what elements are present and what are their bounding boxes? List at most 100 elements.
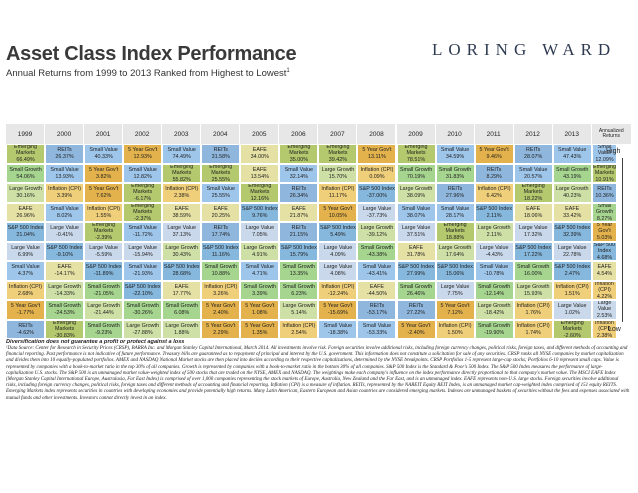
return-value: 4.71% — [252, 271, 268, 278]
return-value: 17.22% — [524, 251, 543, 258]
asset-class-tile: Inflation (CPI) 1.74% — [513, 319, 553, 339]
asset-class-name: Inflation (CPI) — [555, 283, 589, 290]
return-value: 2.47% — [564, 271, 580, 278]
return-value: 1.50% — [447, 329, 463, 336]
asset-class-tile: S&P 500 Index -37.00% — [357, 183, 397, 203]
asset-class-tile: Large Growth 30.16% — [6, 183, 46, 203]
return-value: 1.51% — [564, 290, 580, 297]
asset-class-name: Small Growth — [87, 283, 120, 290]
return-value: -24.53% — [54, 310, 75, 317]
return-value: 7.12% — [447, 310, 463, 317]
asset-class-tile: 5 Year Gov't 2.29% — [201, 319, 241, 339]
return-value: 11.16% — [211, 251, 230, 258]
year-header: 2011 — [474, 124, 514, 144]
return-value: -39.12% — [366, 232, 387, 239]
asset-class-tile: REITs 27.96% — [435, 183, 475, 203]
asset-class-tile: Large Growth 30.43% — [162, 241, 202, 261]
asset-class-tile: Small Growth 31.83% — [435, 163, 475, 183]
asset-class-tile: Large Value 7.05% — [240, 222, 280, 242]
return-value: 4.37% — [17, 271, 34, 278]
asset-class-name: Small Value — [167, 147, 196, 154]
return-value: 78.51% — [406, 157, 426, 164]
asset-class-tile: Small Growth 6.08% — [162, 300, 202, 320]
asset-class-tile: S&P 500 Index 5.49% — [318, 222, 358, 242]
asset-class-tile: Small Growth -43.38% — [357, 241, 397, 261]
asset-class-tile: Large Growth 5.14% — [279, 300, 319, 320]
asset-class-tile: Inflation (CPI) -12.24% — [318, 280, 358, 300]
asset-class-name: Small Value — [323, 322, 353, 329]
asset-class-tile: Small Value -53.33% — [357, 319, 397, 339]
asset-class-tile: Emerging Markets 55.82% — [162, 163, 202, 183]
asset-class-tile: Small Growth -9.23% — [84, 319, 124, 339]
asset-class-tile: Emerging Markets 39.42% — [318, 144, 358, 164]
return-value: 1.08% — [252, 310, 268, 317]
asset-class-name: Small Value — [440, 147, 470, 154]
return-value: 13.11% — [368, 154, 386, 161]
asset-class-tile: Large Value 2.53% — [592, 300, 617, 320]
asset-class-tile: Small Growth 26.46% — [396, 280, 436, 300]
asset-class-name: S&P 500 Index — [241, 205, 278, 212]
asset-class-name: Large Growth — [282, 303, 316, 310]
return-value: 6.42% — [486, 193, 502, 200]
return-value: -9.10% — [56, 251, 74, 258]
asset-class-tile: Small Growth 54.06% — [6, 163, 46, 183]
asset-class-tile: Small Value 34.59% — [435, 144, 475, 164]
return-value: -0.41% — [56, 232, 74, 239]
return-value: 11.17% — [328, 193, 347, 200]
return-value: 28.07% — [524, 154, 543, 161]
asset-class-name: Small Growth — [87, 322, 120, 329]
year-header: 2005 — [240, 124, 280, 144]
asset-class-tile: Small Value -18.38% — [318, 319, 358, 339]
asset-class-name: EAFE — [252, 166, 267, 173]
return-value: 2.54% — [291, 329, 307, 336]
return-value: -6.17% — [134, 196, 152, 203]
asset-class-name: Small Value — [128, 264, 157, 271]
year-header: 2013 — [552, 124, 592, 144]
return-value: 2.11% — [486, 232, 502, 239]
asset-class-name: Large Growth — [516, 283, 550, 290]
return-value: 2.53% — [596, 313, 613, 320]
return-value: 31.58% — [211, 154, 230, 161]
asset-class-tile: Emerging Markets 25.55% — [201, 163, 241, 183]
asset-class-name: 5 Year Gov't — [323, 205, 353, 212]
asset-class-name: 5 Year Gov't — [206, 303, 236, 310]
year-header: 2008 — [357, 124, 397, 144]
asset-class-tile: Inflation (CPI) 1.76% — [513, 300, 553, 320]
asset-class-tile: REITs 27.22% — [396, 300, 436, 320]
asset-class-name: Emerging Markets — [170, 163, 194, 176]
return-value: 15.70% — [328, 173, 348, 180]
return-value: 33.42% — [563, 212, 582, 219]
asset-class-name: Inflation (CPI) — [321, 283, 355, 290]
asset-class-tile: Small Value 8.02% — [45, 202, 85, 222]
asset-class-name: Inflation (CPI) — [477, 186, 511, 193]
asset-class-name: Large Value — [11, 244, 40, 251]
return-value: -1.77% — [16, 310, 35, 317]
asset-class-name: Emerging Markets — [53, 319, 77, 332]
asset-class-name: Small Value — [50, 166, 79, 173]
asset-class-tile: Small Growth 8.27% — [592, 202, 617, 222]
asset-class-tile: Small Growth 16.00% — [513, 261, 553, 281]
asset-class-tile: Small Growth 43.19% — [552, 163, 592, 183]
asset-class-tile: Inflation (CPI) 2.38% — [592, 319, 617, 339]
asset-class-name: REITs — [597, 186, 612, 193]
asset-class-tile: Emerging Markets -2.37% — [123, 202, 163, 222]
asset-class-tile: Inflation (CPI) 3.39% — [45, 183, 85, 203]
return-value: 13.35% — [289, 271, 309, 278]
asset-class-tile: EAFE 26.96% — [6, 202, 46, 222]
asset-class-name: Large Growth — [165, 244, 199, 251]
asset-class-tile: Emerging Markets -2.60% — [552, 319, 592, 339]
asset-class-name: Small Growth — [399, 166, 433, 173]
asset-class-name: EAFE — [291, 205, 306, 212]
asset-class-name: Large Value — [557, 303, 587, 310]
asset-class-name: REITs — [213, 147, 228, 154]
asset-class-tile: Large Value 37.13% — [162, 222, 202, 242]
asset-class-name: EAFE — [213, 205, 228, 212]
asset-class-name: S&P 500 Index — [280, 244, 317, 251]
asset-class-tile: REITs 28.07% — [513, 144, 553, 164]
asset-class-name: Large Growth — [360, 225, 394, 232]
return-value: -5.59% — [95, 251, 113, 258]
return-value: 2.40% — [213, 310, 229, 317]
asset-class-name: Large Growth — [48, 283, 81, 290]
asset-class-name: 5 Year Gov't — [440, 303, 470, 310]
asset-class-name: Large Growth — [9, 186, 42, 193]
